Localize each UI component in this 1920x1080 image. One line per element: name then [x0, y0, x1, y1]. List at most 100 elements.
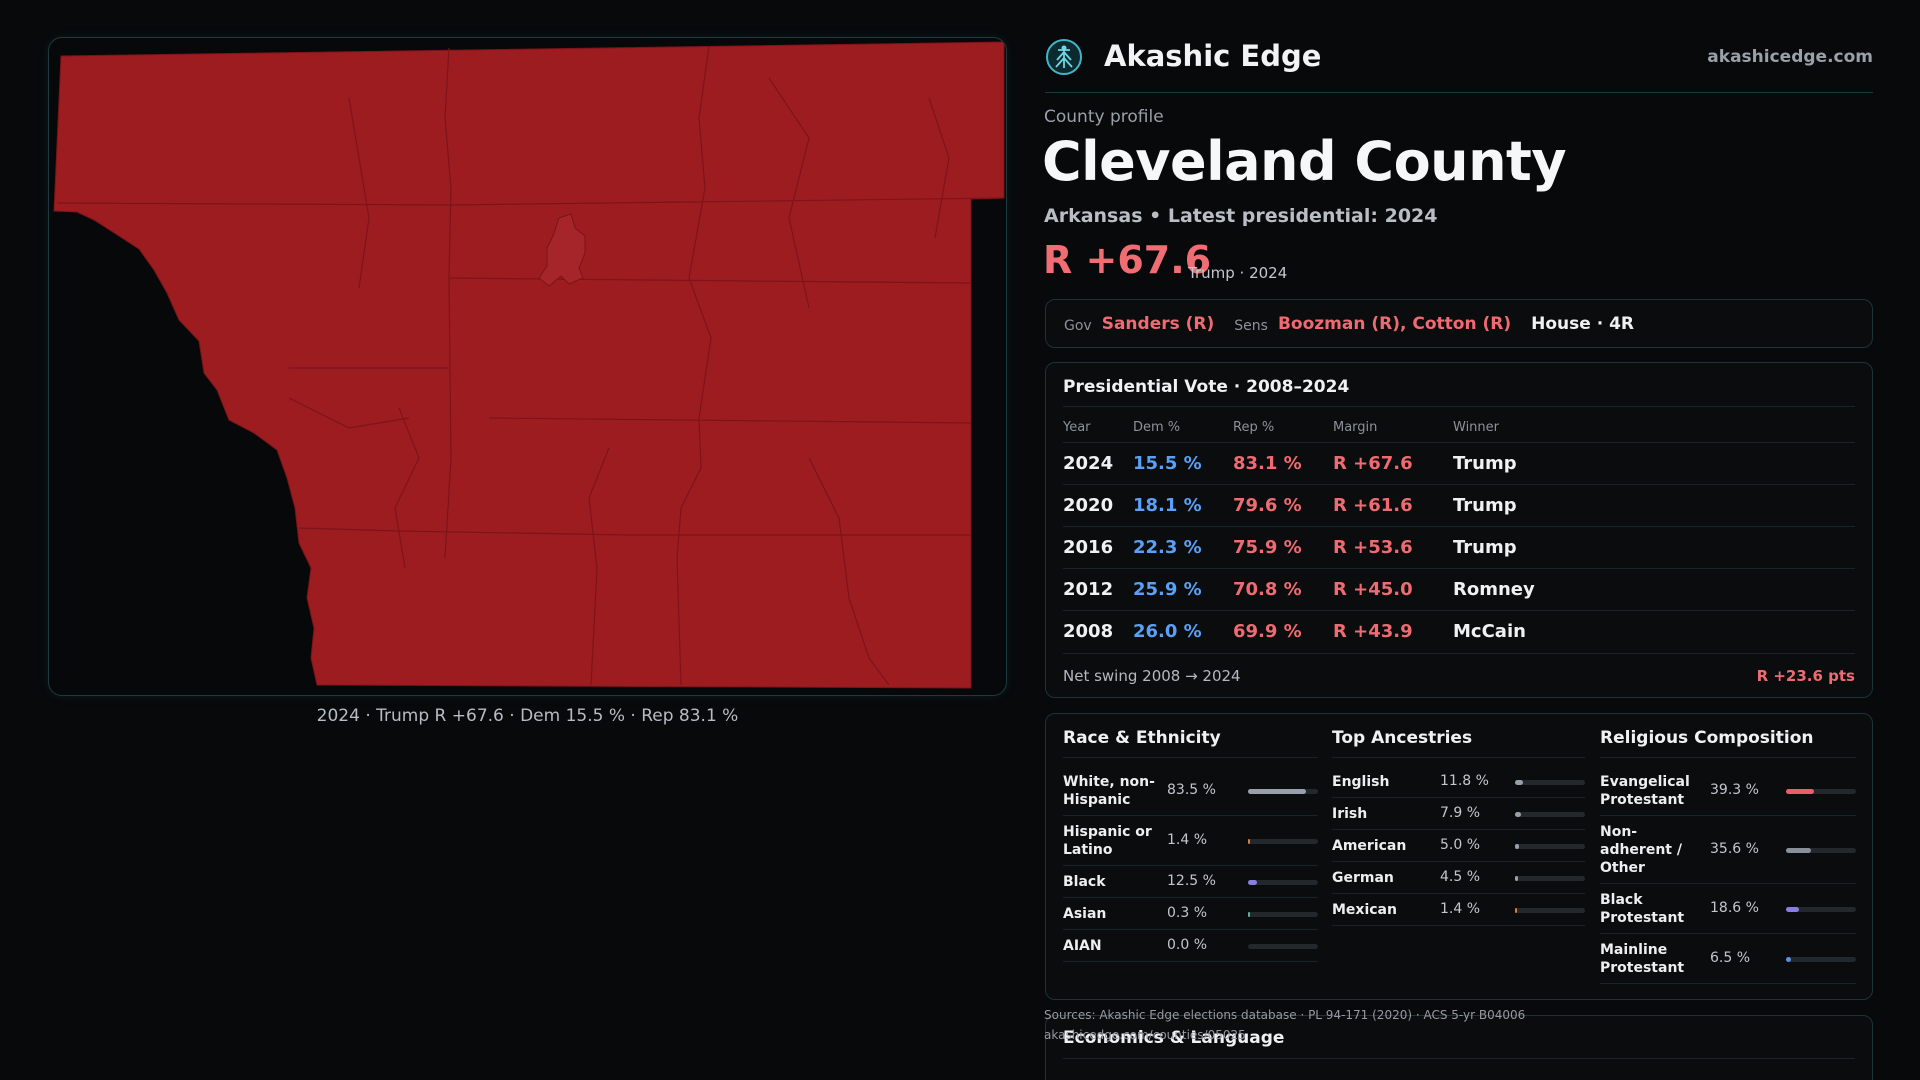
- brand-url[interactable]: akashicedge.com: [1707, 47, 1873, 67]
- sources-text: Sources: Akashic Edge elections database…: [1044, 1008, 1526, 1022]
- officials-bar: Gov Sanders (R) Sens Boozman (R), Cotton…: [1045, 299, 1873, 348]
- item-label: White, non-Hispanic: [1063, 774, 1155, 808]
- share-bar-fill: [1248, 839, 1250, 844]
- tree-of-life-icon[interactable]: [1045, 38, 1083, 76]
- row-rep: 70.8 %: [1233, 579, 1302, 600]
- share-bar: [1248, 912, 1318, 917]
- share-bar-fill: [1515, 844, 1519, 849]
- share-bar: [1248, 789, 1318, 794]
- share-bar-fill: [1786, 907, 1799, 912]
- list-item[interactable]: English 11.8 %: [1332, 766, 1585, 798]
- share-bar: [1515, 812, 1585, 817]
- share-bar: [1515, 908, 1585, 913]
- sources-note: Sources: Akashic Edge elections database…: [1044, 1005, 1525, 1045]
- list-item[interactable]: Evangelical Protestant 39.3 %: [1600, 766, 1856, 816]
- item-label: Hispanic or Latino: [1063, 824, 1152, 858]
- brand-name[interactable]: Akashic Edge: [1104, 39, 1322, 73]
- county-shape: [53, 41, 1005, 689]
- list-item[interactable]: AIAN 0.0 %: [1063, 930, 1318, 962]
- item-label: Black: [1063, 874, 1106, 890]
- table-header: Year Dem % Rep % Margin Winner: [1063, 412, 1855, 442]
- item-label: Mexican: [1332, 902, 1397, 918]
- divider: [1063, 757, 1318, 758]
- governor-value: Sanders (R): [1101, 313, 1215, 334]
- religion-title: Religious Composition: [1600, 728, 1814, 748]
- sources-link[interactable]: akashicedge.com/counties/05025: [1044, 1028, 1246, 1042]
- net-swing-value: R +23.6 pts: [1756, 667, 1855, 685]
- row-winner: Trump: [1453, 537, 1517, 558]
- row-winner: Trump: [1453, 453, 1517, 474]
- list-item[interactable]: White, non-Hispanic 83.5 %: [1063, 766, 1318, 816]
- table-row[interactable]: 2016 22.3 % 75.9 % R +53.6 Trump: [1063, 526, 1855, 568]
- col-margin: Margin: [1333, 420, 1378, 435]
- row-rep: 69.9 %: [1233, 621, 1302, 642]
- item-label: Mainline Protestant: [1600, 942, 1685, 976]
- row-rep: 83.1 %: [1233, 453, 1302, 474]
- share-bar-fill: [1786, 957, 1791, 962]
- list-item[interactable]: American 5.0 %: [1332, 830, 1585, 862]
- list-item[interactable]: Mexican 1.4 %: [1332, 894, 1585, 926]
- share-bar: [1515, 844, 1585, 849]
- share-bar: [1248, 839, 1318, 844]
- item-value: 11.8 %: [1440, 773, 1489, 789]
- item-label: Black Protestant: [1600, 892, 1685, 926]
- share-bar: [1786, 957, 1856, 962]
- sens-label: Sens: [1234, 317, 1268, 334]
- row-year: 2024: [1063, 453, 1114, 474]
- list-item[interactable]: Asian 0.3 %: [1063, 898, 1318, 930]
- share-bar-fill: [1515, 780, 1523, 785]
- item-label: American: [1332, 838, 1407, 854]
- row-margin: R +53.6: [1333, 537, 1413, 558]
- col-rep: Rep %: [1233, 420, 1275, 435]
- row-rep: 75.9 %: [1233, 537, 1302, 558]
- row-dem: 15.5 %: [1133, 453, 1202, 474]
- item-value: 4.5 %: [1440, 869, 1481, 885]
- table-row[interactable]: 2024 15.5 % 83.1 % R +67.6 Trump: [1063, 442, 1855, 484]
- county-map[interactable]: [48, 37, 1007, 696]
- list-item[interactable]: Non-adherent / Other 35.6 %: [1600, 816, 1856, 884]
- share-bar-fill: [1786, 789, 1814, 794]
- list-item[interactable]: Black Protestant 18.6 %: [1600, 884, 1856, 934]
- headline-margin-sub: Trump · 2024: [1188, 264, 1288, 282]
- list-item[interactable]: Irish 7.9 %: [1332, 798, 1585, 830]
- page-title: Cleveland County: [1042, 130, 1567, 193]
- net-swing: Net swing 2008 → 2024 R +23.6 pts: [1063, 653, 1855, 693]
- list-item[interactable]: German 4.5 %: [1332, 862, 1585, 894]
- share-bar: [1515, 876, 1585, 881]
- list-item[interactable]: Hispanic or Latino 1.4 %: [1063, 816, 1318, 866]
- row-year: 2016: [1063, 537, 1114, 558]
- share-bar-fill: [1786, 848, 1811, 853]
- share-bar-fill: [1515, 876, 1518, 881]
- item-value: 6.5 %: [1710, 950, 1751, 966]
- item-value: 5.0 %: [1440, 837, 1481, 853]
- share-bar: [1786, 789, 1856, 794]
- share-bar-fill: [1248, 912, 1250, 917]
- table-row[interactable]: 2008 26.0 % 69.9 % R +43.9 McCain: [1063, 610, 1855, 652]
- religion-rows: Evangelical Protestant 39.3 % Non-adherent…: [1600, 766, 1856, 984]
- divider: [1332, 757, 1585, 758]
- divider: [1063, 406, 1855, 407]
- table-row[interactable]: 2012 25.9 % 70.8 % R +45.0 Romney: [1063, 568, 1855, 610]
- presidential-table: Year Dem % Rep % Margin Winner 2024 15.5…: [1063, 412, 1855, 652]
- senators-value: Boozman (R), Cotton (R): [1277, 313, 1512, 334]
- list-item[interactable]: Mainline Protestant 6.5 %: [1600, 934, 1856, 984]
- item-value: 39.3 %: [1710, 782, 1759, 798]
- item-label: AIAN: [1063, 938, 1102, 954]
- header-divider: [1045, 92, 1873, 93]
- row-margin: R +67.6: [1333, 453, 1413, 474]
- row-winner: Romney: [1453, 579, 1535, 600]
- col-year: Year: [1063, 420, 1091, 435]
- township-boundaries: [56, 45, 1005, 686]
- item-value: 0.0 %: [1167, 937, 1208, 953]
- row-dem: 25.9 %: [1133, 579, 1202, 600]
- item-label: German: [1332, 870, 1394, 886]
- table-row[interactable]: 2020 18.1 % 79.6 % R +61.6 Trump: [1063, 484, 1855, 526]
- item-label: Irish: [1332, 806, 1368, 822]
- ancestry-rows: English 11.8 % Irish 7.9 % American 5.0 % Germ…: [1332, 766, 1585, 926]
- item-value: 7.9 %: [1440, 805, 1481, 821]
- share-bar: [1786, 848, 1856, 853]
- list-item[interactable]: Black 12.5 %: [1063, 866, 1318, 898]
- house-value: House · 4R: [1531, 313, 1634, 334]
- row-dem: 18.1 %: [1133, 495, 1202, 516]
- item-label: Evangelical Protestant: [1600, 774, 1690, 808]
